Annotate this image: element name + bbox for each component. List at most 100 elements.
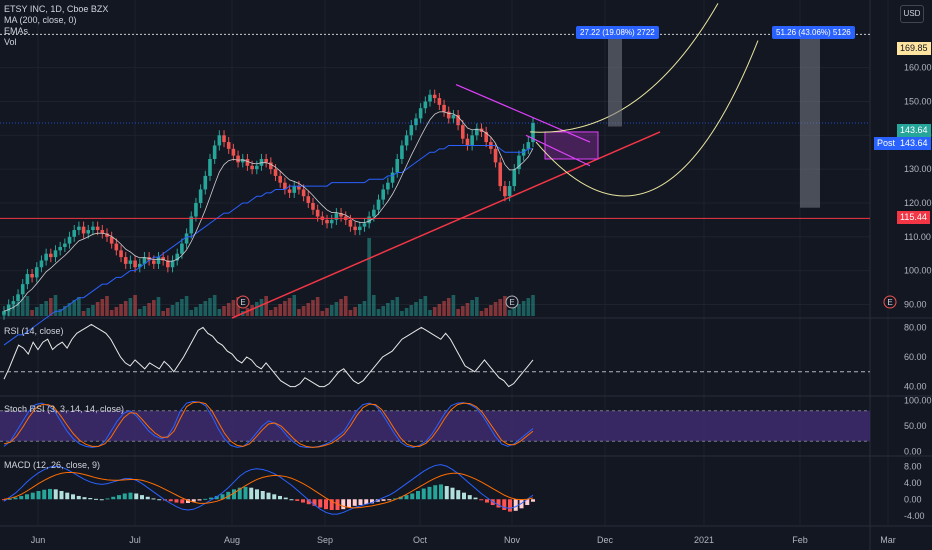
volume-bar	[95, 302, 100, 316]
candle-body	[161, 257, 165, 261]
ma-legend[interactable]: MA (200, close, 0)	[4, 15, 77, 25]
volume-bar	[114, 307, 119, 316]
rsi-line	[3, 323, 534, 388]
macd-histogram-bar	[531, 499, 535, 502]
volume-bar	[49, 298, 53, 316]
volume-bar	[39, 304, 44, 316]
currency-button[interactable]: USD	[900, 5, 924, 23]
macd-histogram-bar	[76, 495, 81, 500]
y-tick-label: 110.00	[904, 232, 931, 242]
emas-legend[interactable]: EMAs	[4, 26, 29, 36]
volume-bar	[376, 309, 381, 316]
macd-histogram-bar	[485, 499, 489, 503]
volume-bar	[222, 306, 226, 316]
vol-legend[interactable]: Vol	[4, 37, 17, 47]
rsi-pane[interactable]	[0, 323, 870, 388]
candle-body	[278, 175, 283, 183]
candle-body	[123, 257, 128, 264]
macd-histogram-bar	[13, 497, 18, 500]
candle-body	[376, 199, 381, 210]
price-pane[interactable]: E EE	[0, 3, 897, 346]
stoch-d-line	[3, 401, 534, 448]
candle-body	[404, 135, 409, 146]
volume-bar	[475, 297, 479, 316]
rsi-legend[interactable]: RSI (14, close)	[4, 326, 64, 336]
volume-bar	[329, 305, 334, 316]
volume-bar	[20, 299, 25, 316]
macd-histogram-bar	[467, 495, 472, 500]
volume-bar	[503, 296, 507, 316]
earnings-marker-label: E	[887, 298, 892, 307]
macd-histogram-bar	[145, 496, 150, 500]
stoch-k-line	[3, 401, 534, 448]
volume-bar	[320, 311, 325, 316]
macd-histogram-bar	[111, 496, 116, 500]
volume-bar	[231, 300, 236, 316]
candle-body	[297, 186, 301, 190]
macd-histogram-bar	[306, 499, 311, 505]
macd-histogram-bar	[140, 495, 144, 500]
volume-bar	[269, 310, 273, 316]
candle-body	[11, 301, 16, 305]
macd-histogram-bar	[513, 499, 518, 511]
macd-histogram-bar	[283, 497, 288, 500]
symbol-title[interactable]: ETSY INC, 1D, Cboe BZX	[4, 4, 109, 14]
stoch-rsi-pane[interactable]	[0, 401, 870, 448]
volume-bar	[16, 302, 20, 316]
volume-bar	[77, 297, 81, 316]
candle-body	[484, 131, 488, 143]
macd-histogram-bar	[203, 498, 208, 500]
volume-bar	[161, 311, 165, 316]
macd-histogram-bar	[255, 489, 259, 500]
macd-legend[interactable]: MACD (12, 26, close, 9)	[4, 460, 101, 470]
measure-label-2[interactable]: 51.26 (43.06%) 5126	[772, 26, 855, 39]
x-tick-label: Jul	[129, 535, 141, 545]
volume-bar	[493, 302, 498, 316]
candle-body	[147, 257, 151, 261]
candle-body	[39, 260, 44, 268]
candle-body	[142, 257, 147, 264]
volume-bar	[156, 297, 161, 316]
macd-histogram-bar	[502, 499, 507, 510]
candle-body	[180, 243, 184, 254]
candle-body	[152, 260, 156, 264]
stoch-rsi-legend[interactable]: Stoch RSI (3, 3, 14, 14, close)	[4, 404, 125, 414]
macd-pane[interactable]	[2, 464, 535, 515]
projection-curve-lower	[535, 40, 759, 197]
candle-body	[58, 246, 62, 251]
macd-histogram-bar	[122, 493, 127, 500]
macd-histogram-bar	[209, 497, 213, 500]
candle-body	[493, 148, 498, 163]
rsi-tick-label: 80.00	[904, 322, 927, 332]
candle-body	[175, 253, 180, 261]
volume-bar	[451, 295, 456, 316]
macd-histogram-bar	[157, 499, 162, 501]
volume-bar	[470, 300, 474, 316]
candle-body	[231, 148, 236, 156]
stoch-band	[0, 410, 870, 442]
volume-bar	[30, 310, 34, 316]
volume-bar	[105, 296, 109, 316]
candle-body	[236, 155, 240, 163]
candle-body	[81, 226, 86, 234]
candle-body	[395, 159, 400, 173]
candle-body	[273, 169, 278, 176]
macd-histogram-bar	[71, 494, 75, 500]
macd-signal-line	[3, 471, 534, 509]
x-tick-label: Mar	[880, 535, 896, 545]
macd-histogram-bar	[295, 499, 300, 501]
volume-bar	[428, 310, 432, 316]
macd-histogram-bar	[214, 495, 219, 500]
measure-label-1[interactable]: 27.22 (19.08%) 2722	[576, 26, 659, 39]
volume-bar	[512, 307, 517, 316]
macd-histogram-bar	[456, 490, 461, 500]
candle-body	[77, 226, 81, 231]
volume-bar	[460, 306, 465, 316]
candle-body	[264, 159, 268, 163]
macd-tick-label: 0.00	[904, 494, 922, 504]
candle-body	[184, 233, 189, 244]
candle-body	[432, 94, 437, 99]
macd-histogram-bar	[48, 488, 52, 500]
